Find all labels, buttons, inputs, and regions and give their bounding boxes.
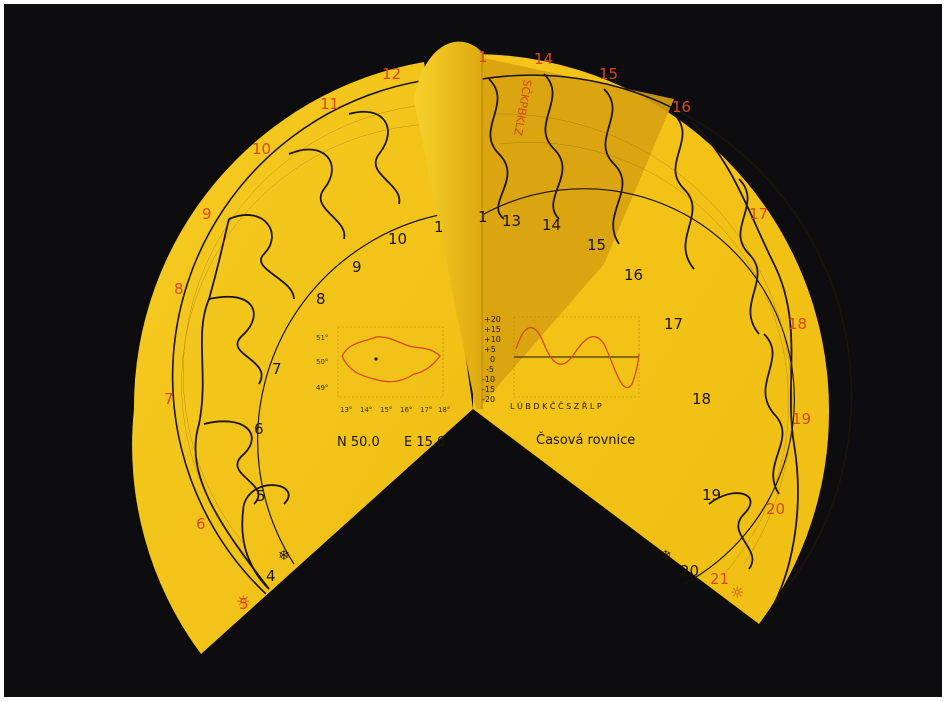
hour-label: 17 [664, 315, 683, 333]
right-inner-hours: 13 14 15 16 17 18 19 20 [502, 212, 721, 580]
lon-label: 15° [380, 406, 392, 414]
y-label: -20 [482, 395, 495, 404]
equation-curve [515, 326, 640, 388]
y-label: +5 [484, 345, 496, 354]
lon-label: 13° [340, 406, 352, 414]
y-label: +10 [484, 335, 501, 344]
sun-icon: ☼ [236, 592, 250, 611]
hour-label: 14 [542, 216, 561, 234]
lat-label: 50° [316, 358, 328, 366]
hour-label: 9 [202, 205, 212, 223]
czech-map: 51° 50° 49° 13° 14° 15° 16° 17° 18° [316, 326, 450, 414]
gnomon-inner-label: 1 [478, 208, 488, 226]
hour-label: 12 [382, 65, 401, 83]
hour-label: 9 [352, 258, 362, 276]
hour-label: 7 [272, 360, 282, 378]
lat-label: 51° [316, 334, 328, 342]
hour-label: 5 [239, 595, 249, 613]
hour-label: 20 [680, 562, 699, 580]
hour-label: 4 [266, 567, 276, 585]
equation-of-time-graph: +20 +15 +10 +5 0 -5 -10 -15 -20 L Ú B D … [482, 315, 640, 411]
sun-icon: ☼ [730, 583, 744, 602]
hour-label: 8 [174, 280, 184, 298]
hour-label: 5 [256, 487, 266, 505]
hour-label: 20 [766, 500, 785, 518]
equation-caption: Časová rovnice [536, 432, 635, 448]
hour-label: 13 [502, 212, 521, 230]
photo-frame: 5 6 7 8 9 10 11 12 4 5 6 7 8 9 10 1 ☼ ❄ … [4, 4, 942, 697]
hour-label: 14 [534, 50, 553, 68]
lon-label: 17° [420, 406, 432, 414]
snowflake-icon: ❄ [278, 548, 290, 564]
sundial-photo: 5 6 7 8 9 10 11 12 4 5 6 7 8 9 10 1 ☼ ❄ … [4, 4, 942, 697]
hour-label: 16 [672, 98, 691, 116]
hour-label: 21 [710, 570, 729, 588]
left-dial-sheet [132, 62, 473, 654]
lon-label: 18° [438, 406, 450, 414]
y-label: -5 [486, 365, 494, 374]
gnomon-top-label: 1 [478, 48, 488, 66]
y-label: -10 [482, 375, 495, 384]
hour-label: 10 [388, 230, 407, 248]
gnomon-shadow [474, 56, 674, 409]
hour-label: 8 [316, 290, 326, 308]
hour-label: 1 [434, 218, 444, 236]
left-wave-lines [194, 111, 401, 590]
gnomon [414, 41, 482, 410]
hour-label: 11 [320, 95, 339, 113]
hour-label: 15 [587, 236, 606, 254]
y-label: +15 [484, 325, 501, 334]
hour-label: 18 [692, 390, 711, 408]
hour-label: 18 [788, 315, 807, 333]
hour-label: 16 [624, 266, 643, 284]
y-label: -15 [482, 385, 495, 394]
hour-label: 17 [749, 205, 768, 223]
month-labels: L Ú B D K Č Č S Z Ř L P [510, 400, 602, 411]
latitude-text: N 50.0 [337, 435, 380, 450]
y-label: +20 [484, 315, 501, 324]
right-outer-hours: 14 15 16 17 18 19 20 21 [534, 50, 811, 588]
y-label: 0 [490, 355, 495, 364]
hour-label: 6 [196, 515, 206, 533]
snowflake-icon: ❄ [660, 548, 672, 564]
hour-label: 6 [254, 420, 264, 438]
hour-label: 15 [599, 65, 618, 83]
lon-label: 16° [400, 406, 412, 414]
left-outer-hours: 5 6 7 8 9 10 11 12 [164, 65, 401, 613]
hour-arcs [171, 74, 853, 605]
left-inner-hours: 4 5 6 7 8 9 10 1 [254, 218, 444, 585]
hour-label: 10 [252, 140, 271, 158]
hour-label: 7 [164, 390, 174, 408]
lat-label: 49° [316, 384, 328, 392]
hour-label: 19 [792, 410, 811, 428]
lon-label: 14° [360, 406, 372, 414]
country-outline [341, 336, 441, 383]
hour-label: 19 [702, 486, 721, 504]
longitude-text: E 15.0 [404, 435, 445, 450]
right-wave-lines [488, 73, 799, 605]
